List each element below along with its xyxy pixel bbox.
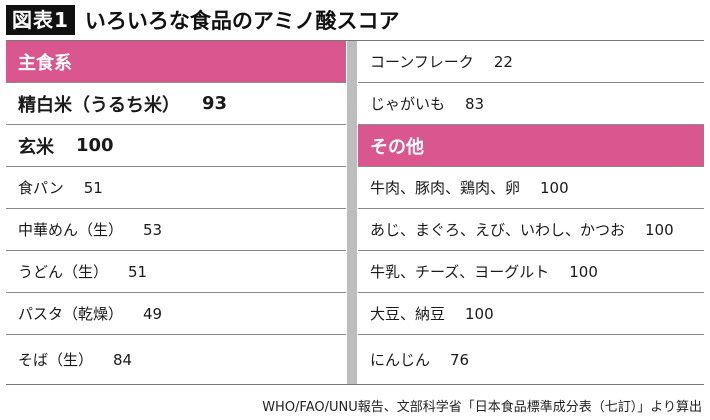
food-name: 食パン [18,179,64,197]
food-score: 100 [645,220,674,239]
table-row: 精白米（うるち米） 93 [6,83,346,125]
food-name: コーンフレーク [370,53,474,71]
food-name: 玄米 [18,136,54,158]
food-score: 84 [113,350,133,369]
food-score: 22 [493,52,513,71]
table-row: あじ、まぐろ、えび、いわし、かつお 100 [358,209,704,251]
food-name: 牛乳、チーズ、ヨーグルト [370,263,550,281]
food-score: 49 [143,304,163,323]
other-food-column: コーンフレーク 22 じゃがいも 83 その他 牛肉、豚肉、鶏肉、卵 100 あ… [358,41,704,384]
food-name: 精白米（うるち米） [18,94,180,116]
food-name: 大豆、納豆 [370,305,446,323]
table-row: じゃがいも 83 [358,83,704,125]
food-score: 100 [569,262,598,281]
column-divider [347,41,357,384]
food-name: じゃがいも [370,95,446,113]
food-score: 83 [465,94,485,113]
table-row: 大豆、納豆 100 [358,293,704,335]
food-name: パスタ（乾燥） [18,305,124,323]
table-row: 中華めん（生） 53 [6,209,346,251]
category-label: 主食系 [18,52,72,74]
source-note: WHO/FAO/UNU報告、文部科学省「日本食品標準成分表（七訂）」より算出 [262,400,702,415]
food-score: 51 [128,262,148,281]
amino-acid-score-table: 主食系 精白米（うるち米） 93 玄米 100 食パン 51 中華めん（生） 5… [6,40,704,385]
category-header-staple: 主食系 [6,41,346,83]
food-score: 93 [202,93,228,114]
table-row: パスタ（乾燥） 49 [6,293,346,335]
food-score: 100 [76,135,114,156]
table-row: 食パン 51 [6,167,346,209]
food-name: あじ、まぐろ、えび、いわし、かつお [370,221,626,239]
table-row: そば（生） 84 [6,335,346,384]
food-score: 53 [143,220,163,239]
table-row: コーンフレーク 22 [358,41,704,83]
food-name: 牛肉、豚肉、鶏肉、卵 [370,179,521,197]
page-title: いろいろな食品のアミノ酸スコア [84,9,400,33]
food-score: 51 [83,178,103,197]
staple-food-column: 主食系 精白米（うるち米） 93 玄米 100 食パン 51 中華めん（生） 5… [6,41,346,384]
food-score: 100 [540,178,569,197]
table-row: うどん（生） 51 [6,251,346,293]
food-name: そば（生） [18,351,94,369]
header: 図表1 いろいろな食品のアミノ酸スコア [6,4,400,36]
food-name: 中華めん（生） [18,221,124,239]
food-score: 100 [465,304,494,323]
table-row: 牛肉、豚肉、鶏肉、卵 100 [358,167,704,209]
food-name: にんじん [370,351,431,369]
food-score: 76 [450,350,470,369]
food-name: うどん（生） [18,263,109,281]
table-row: 玄米 100 [6,125,346,167]
category-header-other: その他 [358,125,704,167]
table-row: にんじん 76 [358,335,704,384]
figure-label: 図表1 [6,5,75,35]
category-label: その他 [370,136,424,158]
table-row: 牛乳、チーズ、ヨーグルト 100 [358,251,704,293]
